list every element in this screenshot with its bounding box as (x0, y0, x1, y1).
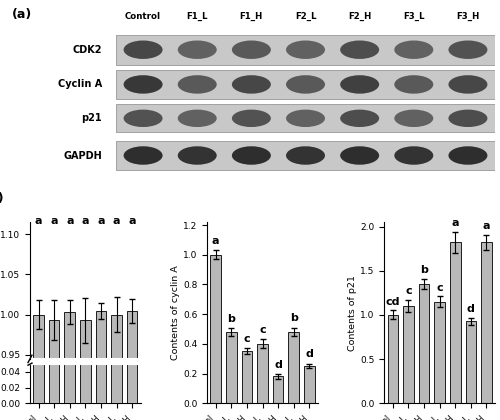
Text: b: b (420, 265, 428, 275)
Text: (b): (b) (0, 192, 4, 205)
Ellipse shape (394, 146, 434, 165)
Ellipse shape (178, 146, 216, 165)
Bar (434, 302, 445, 403)
Bar (127, 311, 138, 420)
Ellipse shape (448, 146, 488, 165)
Ellipse shape (178, 75, 216, 94)
Bar (80, 320, 90, 420)
Bar (96, 0, 106, 403)
Bar (288, 332, 299, 403)
Text: p21: p21 (82, 113, 102, 123)
Text: a: a (113, 216, 120, 226)
Text: a: a (50, 216, 58, 226)
Ellipse shape (448, 110, 488, 127)
Ellipse shape (124, 146, 162, 165)
Ellipse shape (232, 75, 271, 94)
Ellipse shape (340, 146, 379, 165)
Bar (96, 311, 106, 420)
Ellipse shape (394, 110, 434, 127)
Bar (49, 0, 59, 403)
Text: d: d (467, 304, 475, 314)
Ellipse shape (448, 75, 488, 94)
Text: c: c (244, 333, 250, 344)
Text: b: b (290, 313, 298, 323)
Bar (304, 366, 314, 403)
Text: c: c (436, 283, 443, 293)
Text: F1_L: F1_L (186, 12, 208, 21)
Bar (80, 0, 90, 403)
Ellipse shape (124, 40, 162, 59)
Ellipse shape (232, 110, 271, 127)
Y-axis label: Contents of cyclin A: Contents of cyclin A (172, 265, 180, 360)
Bar (127, 0, 138, 403)
Text: c: c (259, 325, 266, 335)
FancyBboxPatch shape (116, 104, 495, 132)
Text: F3_H: F3_H (456, 12, 479, 21)
Text: c: c (405, 286, 412, 297)
Ellipse shape (286, 40, 325, 59)
Ellipse shape (340, 75, 379, 94)
Text: a: a (128, 216, 136, 226)
Text: a: a (35, 216, 42, 226)
Text: b: b (228, 313, 235, 323)
Ellipse shape (448, 40, 488, 59)
Text: a: a (452, 218, 459, 228)
Ellipse shape (124, 110, 162, 127)
Ellipse shape (232, 40, 271, 59)
Text: a: a (82, 216, 89, 226)
Ellipse shape (286, 110, 325, 127)
Y-axis label: Contents of p21: Contents of p21 (348, 275, 358, 351)
Ellipse shape (124, 75, 162, 94)
Bar (257, 344, 268, 403)
FancyBboxPatch shape (116, 35, 495, 65)
Ellipse shape (394, 40, 434, 59)
Bar (49, 320, 59, 420)
Bar (388, 315, 398, 403)
Bar (450, 242, 460, 403)
Text: a: a (97, 216, 104, 226)
Ellipse shape (232, 146, 271, 165)
Text: d: d (274, 360, 282, 370)
Ellipse shape (286, 146, 325, 165)
Bar (34, 0, 44, 403)
Bar (481, 242, 492, 403)
Ellipse shape (286, 75, 325, 94)
Text: a: a (482, 221, 490, 231)
Bar (111, 315, 122, 420)
Text: a: a (66, 216, 74, 226)
Text: F2_L: F2_L (295, 12, 316, 21)
Text: cd: cd (386, 297, 400, 307)
Text: F2_H: F2_H (348, 12, 372, 21)
FancyBboxPatch shape (116, 141, 495, 171)
Text: F3_L: F3_L (403, 12, 424, 21)
Ellipse shape (340, 40, 379, 59)
Bar (226, 332, 236, 403)
Ellipse shape (178, 110, 216, 127)
Bar (111, 0, 122, 403)
Ellipse shape (340, 110, 379, 127)
Bar (210, 255, 221, 403)
Text: Control: Control (125, 12, 161, 21)
Bar (466, 321, 476, 403)
Bar (242, 351, 252, 403)
FancyBboxPatch shape (116, 70, 495, 99)
Bar (34, 315, 44, 420)
Ellipse shape (394, 75, 434, 94)
Text: F1_H: F1_H (240, 12, 263, 21)
Bar (403, 306, 414, 403)
Text: Cyclin A: Cyclin A (58, 79, 102, 89)
Text: (a): (a) (12, 8, 32, 21)
Text: a: a (212, 236, 220, 246)
Text: CDK2: CDK2 (72, 45, 102, 55)
Text: GAPDH: GAPDH (64, 150, 102, 160)
Bar (418, 284, 430, 403)
Text: d: d (306, 349, 313, 359)
Bar (64, 312, 75, 420)
Bar (64, 0, 75, 403)
Bar (273, 376, 283, 403)
Ellipse shape (178, 40, 216, 59)
